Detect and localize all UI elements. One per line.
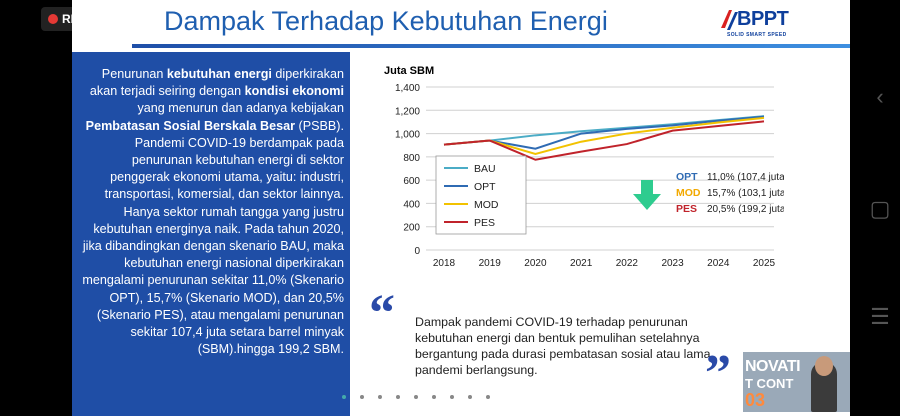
menu-icon[interactable]: ☰ — [870, 304, 890, 329]
y-tick-label: 0 — [414, 246, 420, 257]
slide-header: Dampak Terhadap Kebutuhan Energi BPPT SO… — [72, 0, 850, 46]
webcam-banner-line2: T CONT — [745, 376, 794, 391]
close-quote-icon: ” — [705, 345, 731, 402]
pagination-dot[interactable] — [414, 395, 418, 399]
annotation-value: 15,7% (103,1 juta SBM) — [707, 188, 784, 199]
y-tick-label: 1,400 — [395, 83, 420, 94]
x-tick-label: 2020 — [524, 258, 547, 269]
x-tick-label: 2023 — [661, 258, 684, 269]
chevron-left-icon[interactable]: ‹ — [876, 84, 884, 109]
webcam-banner-line1: NOVATI — [745, 358, 801, 375]
open-quote-icon: “ — [369, 285, 395, 342]
x-tick-label: 2024 — [707, 258, 730, 269]
presentation-slide: Dampak Terhadap Kebutuhan Energi BPPT SO… — [72, 0, 850, 416]
annotation-value: 20,5% (199,2 juta SBM) — [707, 204, 784, 215]
y-tick-label: 1,000 — [395, 130, 420, 141]
bppt-logo: BPPT SOLID SMART SPEED — [717, 6, 837, 42]
pagination-dot[interactable] — [432, 395, 436, 399]
legend-label: OPT — [474, 181, 496, 193]
y-axis-label: Juta SBM — [384, 65, 434, 77]
x-tick-label: 2018 — [433, 258, 456, 269]
pagination-dot[interactable] — [450, 395, 454, 399]
y-tick-label: 600 — [403, 176, 420, 187]
webcam-overlay: NOVATI T CONT 03 — [743, 352, 850, 412]
y-tick-label: 800 — [403, 153, 420, 164]
legend-label: MOD — [474, 199, 499, 211]
quote-text: Dampak pandemi COVID-19 terhadap penurun… — [415, 315, 711, 377]
bppt-logo-mark-icon — [721, 10, 738, 30]
presenter-head — [815, 356, 833, 376]
square-icon[interactable]: ▢ — [869, 196, 891, 221]
pagination-dot[interactable] — [396, 395, 400, 399]
annotation-value: 11,0% (107,4 juta SBM) — [707, 172, 784, 183]
pagination-dot[interactable] — [360, 395, 364, 399]
legend-label: PES — [474, 217, 495, 229]
description-text: Penurunan kebutuhan energi diperkirakan … — [82, 67, 344, 357]
webcam-banner-line3: 03 — [745, 390, 766, 410]
pagination-dot[interactable] — [342, 395, 346, 399]
y-tick-label: 400 — [403, 199, 420, 210]
y-tick-label: 1,200 — [395, 106, 420, 117]
record-icon — [48, 14, 58, 24]
quote-box: “ Dampak pandemi COVID-19 terhadap penur… — [367, 285, 817, 405]
x-tick-label: 2021 — [570, 258, 593, 269]
header-divider — [132, 44, 850, 48]
chart-svg: Juta SBM 0 200 400 600 800 1,000 1,200 1,400 2018… — [384, 65, 813, 269]
logo-tagline: SOLID SMART SPEED — [727, 32, 787, 38]
pagination-dot[interactable] — [378, 395, 382, 399]
energy-demand-chart: Juta SBM 0 200 400 600 800 1,000 1,200 1,400 2018… — [374, 60, 813, 285]
pagination-dot[interactable] — [486, 395, 490, 399]
pagination-dot[interactable] — [468, 395, 472, 399]
series-line-pes — [443, 120, 765, 161]
logo-name: BPPT — [737, 8, 789, 30]
x-tick-label: 2019 — [479, 258, 502, 269]
side-controls: ‹ ▢ ☰ — [866, 84, 894, 344]
decrease-arrow-icon — [633, 180, 661, 210]
description-panel: Penurunan kebutuhan energi diperkirakan … — [72, 52, 350, 416]
annotation-label: OPT — [676, 171, 698, 183]
annotation-label: MOD — [676, 187, 701, 199]
legend-label: BAU — [474, 163, 496, 175]
y-tick-label: 200 — [403, 223, 420, 234]
x-tick-label: 2025 — [753, 258, 776, 269]
x-tick-label: 2022 — [616, 258, 639, 269]
slide-title: Dampak Terhadap Kebutuhan Energi — [164, 6, 608, 36]
series-line-opt — [443, 115, 765, 150]
annotation-label: PES — [676, 203, 697, 215]
slide-pagination[interactable] — [342, 386, 504, 399]
